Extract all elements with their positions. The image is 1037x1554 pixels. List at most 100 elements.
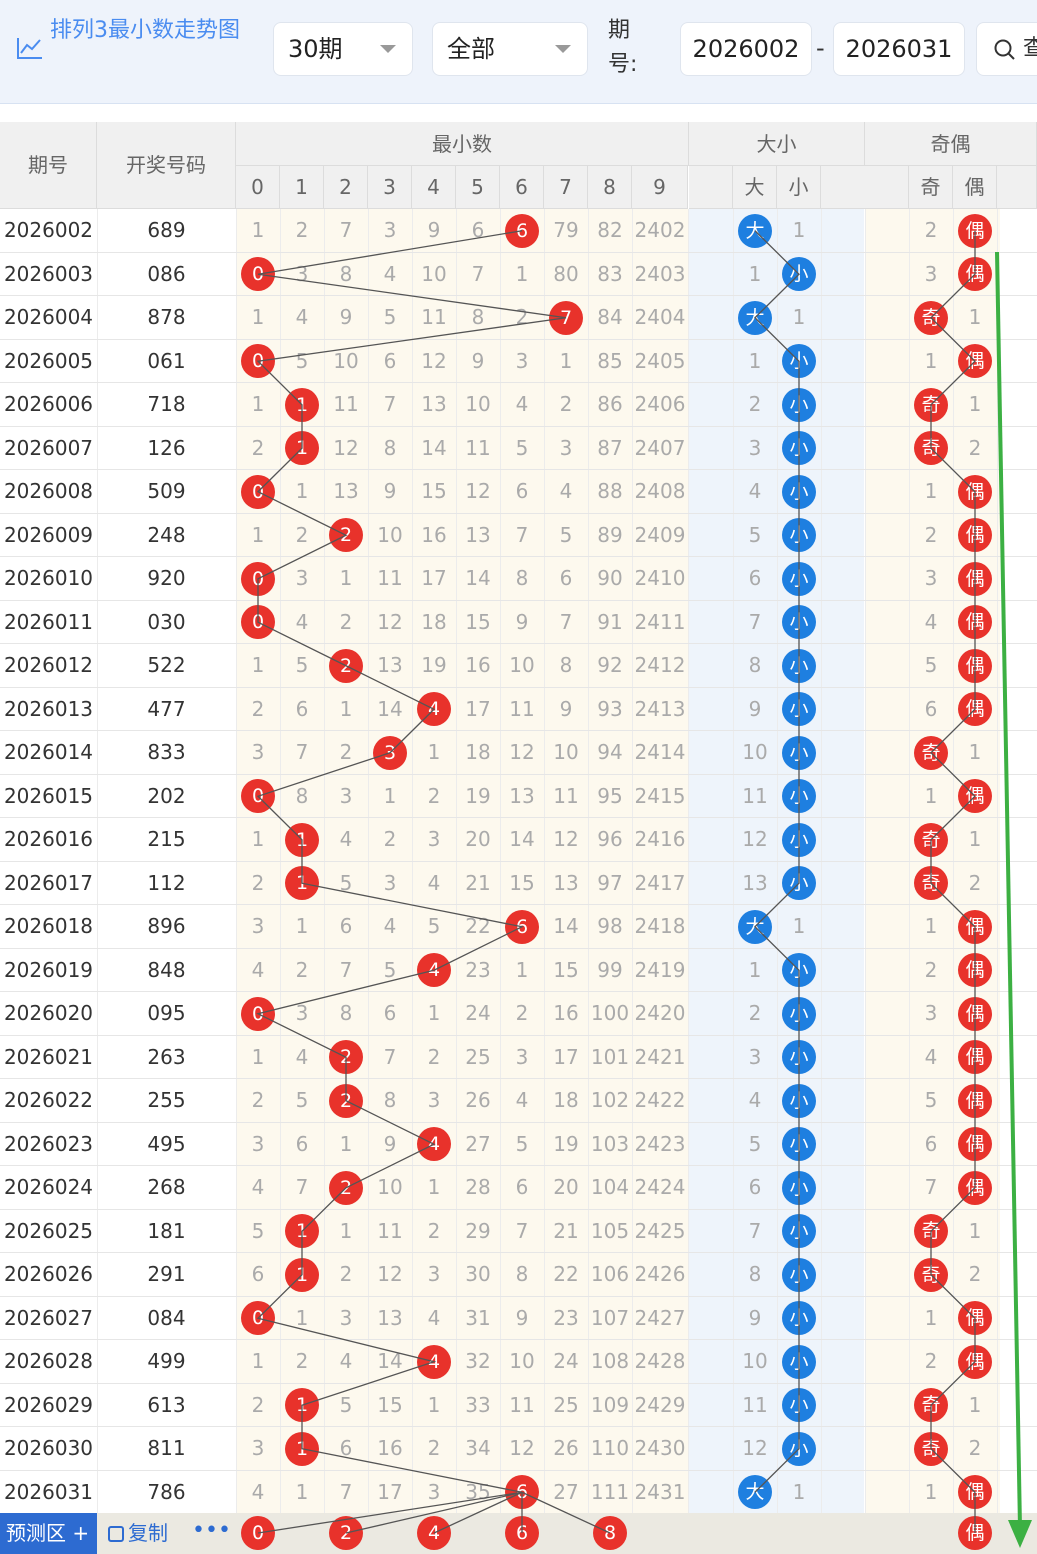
- min-miss-count: 3: [559, 435, 573, 460]
- issue-number: 2026029: [3, 1392, 94, 1417]
- parity-hit-ball: 偶: [958, 1040, 992, 1075]
- min-miss-count: 2: [251, 870, 265, 895]
- min-hit-ball: 4: [417, 1127, 451, 1162]
- parity-hit-ball: 偶: [958, 1344, 992, 1379]
- min-miss-count: 14: [377, 1349, 403, 1373]
- min-hit-ball: 0: [241, 474, 275, 509]
- min-hit-ball: 4: [417, 953, 451, 988]
- min-miss-count: 32: [465, 1349, 491, 1373]
- min-miss-count: 11: [553, 783, 579, 808]
- min-miss-count: 15: [465, 609, 491, 634]
- parity-hit-ball: 奇: [914, 1214, 948, 1249]
- prediction-ball[interactable]: 0: [241, 1516, 275, 1550]
- parity-hit-ball: 偶: [958, 213, 992, 248]
- min-miss-count: 7: [339, 957, 353, 982]
- period-select[interactable]: 30期: [273, 22, 413, 76]
- min-hit-ball: 1: [285, 1257, 319, 1292]
- min-miss-count: 2406: [634, 392, 686, 416]
- min-miss-count: 6: [559, 566, 573, 590]
- prediction-area-button[interactable]: 预测区 +: [0, 1513, 97, 1554]
- chevron-down-icon: [555, 45, 571, 53]
- min-miss-count: 7: [339, 1479, 353, 1504]
- min-miss-count: 96: [597, 827, 623, 851]
- min-miss-count: 94: [597, 740, 623, 764]
- search-button[interactable]: 查: [976, 22, 1037, 76]
- size-hit-ball: 小: [782, 692, 816, 727]
- prediction-ball[interactable]: 8: [593, 1516, 627, 1550]
- parity-miss-count: 2: [968, 1436, 982, 1460]
- size-hit-ball: 大: [738, 909, 772, 944]
- draw-numbers: 495: [147, 1131, 186, 1156]
- min-miss-count: 13: [465, 522, 491, 547]
- min-miss-count: 4: [251, 957, 265, 982]
- issue-number: 2026030: [3, 1436, 94, 1460]
- size-miss-count: 12: [742, 1436, 768, 1460]
- copy-button[interactable]: 复制: [108, 1513, 168, 1554]
- min-miss-count: 104: [590, 1175, 630, 1199]
- size-miss-count: 1: [748, 261, 762, 286]
- min-miss-count: 3: [251, 1131, 265, 1156]
- min-miss-count: 4: [251, 1175, 265, 1199]
- parity-hit-ball: 偶: [958, 1170, 992, 1205]
- parity-miss-count: 1: [968, 1218, 982, 1243]
- size-hit-ball: 小: [782, 1170, 816, 1205]
- parity-hit-ball: 偶: [958, 257, 992, 292]
- size-miss-count: 10: [742, 1349, 768, 1373]
- issue-number: 2026015: [3, 783, 94, 808]
- min-miss-count: 85: [597, 348, 623, 373]
- size-miss-count: 12: [742, 827, 768, 851]
- issue-to-input[interactable]: 2026031: [833, 22, 965, 76]
- parity-hit-ball: 奇: [914, 822, 948, 857]
- min-miss-count: 105: [590, 1218, 630, 1243]
- min-hit-ball: 6: [505, 213, 539, 248]
- min-miss-count: 3: [427, 827, 441, 851]
- min-miss-count: 1: [251, 305, 265, 329]
- issue-from-input[interactable]: 2026002: [680, 22, 812, 76]
- min-miss-count: 12: [333, 435, 359, 460]
- min-miss-count: 79: [553, 218, 579, 242]
- min-miss-count: 99: [597, 957, 623, 982]
- parity-hit-ball: 偶: [958, 518, 992, 553]
- header-digit: 3: [368, 166, 412, 209]
- min-miss-count: 23: [465, 957, 491, 982]
- min-miss-count: 2425: [634, 1218, 686, 1243]
- parity-hit-ball: 偶: [958, 996, 992, 1031]
- min-miss-count: 2: [339, 740, 353, 764]
- header-digit: 9: [632, 166, 688, 209]
- more-icon[interactable]: •••: [192, 1518, 231, 1543]
- min-miss-count: 4: [427, 870, 441, 895]
- min-miss-count: 16: [553, 1001, 579, 1025]
- prediction-ball[interactable]: 2: [329, 1516, 363, 1550]
- min-miss-count: 3: [251, 914, 265, 938]
- min-miss-count: 35: [465, 1479, 491, 1504]
- min-miss-count: 88: [597, 479, 623, 503]
- min-miss-count: 2409: [634, 522, 686, 547]
- min-miss-count: 2415: [634, 783, 686, 808]
- min-miss-count: 2412: [634, 653, 686, 677]
- min-miss-count: 1: [427, 1001, 441, 1025]
- type-select[interactable]: 全部: [432, 22, 588, 76]
- min-miss-count: 5: [295, 1088, 309, 1112]
- min-miss-count: 103: [590, 1131, 630, 1156]
- min-miss-count: 9: [471, 348, 485, 373]
- parity-miss-count: 2: [924, 218, 938, 242]
- min-hit-ball: 0: [241, 996, 275, 1031]
- min-miss-count: 5: [383, 957, 397, 982]
- min-miss-count: 12: [421, 348, 447, 373]
- min-miss-count: 7: [471, 261, 485, 286]
- parity-hit-ball: 偶: [958, 474, 992, 509]
- min-miss-count: 2428: [634, 1349, 686, 1373]
- prediction-ball[interactable]: 6: [505, 1516, 539, 1550]
- min-miss-count: 8: [339, 1001, 353, 1025]
- draw-numbers: 181: [147, 1218, 186, 1243]
- min-miss-count: 18: [553, 1088, 579, 1112]
- prediction-parity-ball[interactable]: 偶: [958, 1516, 992, 1550]
- min-hit-ball: 3: [373, 735, 407, 770]
- size-hit-ball: 大: [738, 213, 772, 248]
- min-miss-count: 2: [295, 957, 309, 982]
- min-miss-count: 10: [333, 348, 359, 373]
- min-miss-count: 5: [295, 348, 309, 373]
- prediction-ball[interactable]: 4: [417, 1516, 451, 1550]
- issue-number: 2026020: [3, 1001, 94, 1025]
